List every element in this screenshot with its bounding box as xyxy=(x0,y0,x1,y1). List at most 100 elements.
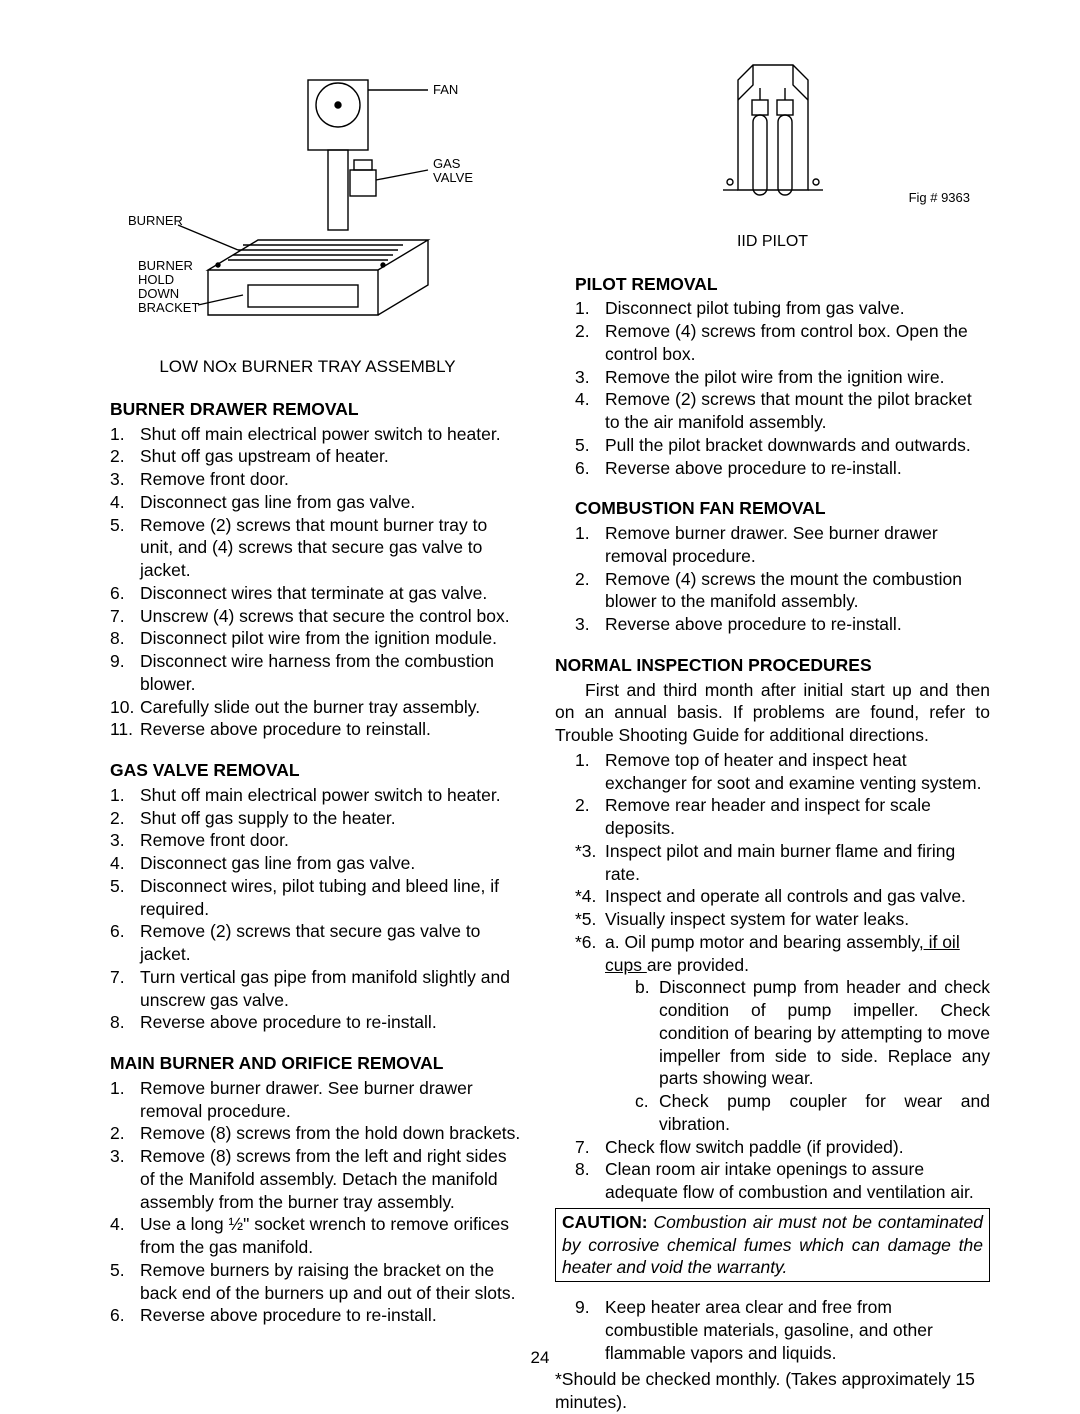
step-number: 2. xyxy=(575,568,590,591)
sub-item: b.Disconnect pump from header and check … xyxy=(635,976,990,1090)
step-text: Disconnect wire harness from the combust… xyxy=(140,651,494,694)
step-text: Unscrew (4) screws that secure the contr… xyxy=(140,606,510,626)
step-text: Reverse above procedure to re-install. xyxy=(140,1305,437,1325)
caution-box: CAUTION: Combustion air must not be cont… xyxy=(555,1208,990,1282)
step-text: Disconnect pilot tubing from gas valve. xyxy=(605,298,905,318)
list-item: 2. Shut off gas supply to the heater. xyxy=(110,807,525,830)
list-item: *3.Inspect pilot and main burner flame a… xyxy=(575,840,990,886)
step-number: 3. xyxy=(575,613,590,636)
step-text: Check flow switch paddle (if provided). xyxy=(605,1137,904,1157)
list-item: 4.Disconnect gas line from gas valve. xyxy=(110,852,525,875)
right-column: Fig # 9363 IID PILOT PILOT REMOVAL 1.Dis… xyxy=(555,60,990,1414)
step-number: 3. xyxy=(575,366,590,389)
step-number: 8. xyxy=(110,1011,125,1034)
step-number: 2. xyxy=(575,320,590,343)
list-item: 5.Remove burners by raising the bracket … xyxy=(110,1259,525,1305)
step-text: Remove (2) screws that mount the pilot b… xyxy=(605,389,972,432)
step-number: 4. xyxy=(110,1213,125,1236)
list-item: *5.Visually inspect system for water lea… xyxy=(575,908,990,931)
step-text: Reverse above procedure to re-install. xyxy=(605,614,902,634)
list-item: 1. Shut off main electrical power switch … xyxy=(110,784,525,807)
inspection-heading: NORMAL INSPECTION PROCEDURES xyxy=(555,654,990,677)
step-number: 9. xyxy=(575,1296,590,1319)
step-number: 1. xyxy=(575,749,590,772)
step-text: Remove top of heater and inspect heat ex… xyxy=(605,750,981,793)
list-item: 8.Disconnect pilot wire from the ignitio… xyxy=(110,627,525,650)
step-text: Shut off gas supply to the heater. xyxy=(140,808,396,828)
step-text: Disconnect pilot wire from the ignition … xyxy=(140,628,497,648)
list-item: 1. Remove top of heater and inspect heat … xyxy=(575,749,990,795)
step-number: 6. xyxy=(110,920,125,943)
list-item: 1.Shut off main electrical power switch … xyxy=(110,423,525,446)
step-number: 7. xyxy=(575,1136,590,1159)
burner-tray-figure: FAN GAS VALVE BURNER BURNER HOLD DOWN BR… xyxy=(90,60,525,378)
inspection-steps-mid: 7. Check flow switch paddle (if provided)… xyxy=(555,1136,990,1204)
step-text: Shut off gas upstream of heater. xyxy=(140,446,389,466)
step-number: 1. xyxy=(110,784,125,807)
list-item: 2.Remove (8) screws from the hold down b… xyxy=(110,1122,525,1145)
list-item: 8. Reverse above procedure to re-install. xyxy=(110,1011,525,1034)
step-number: 2. xyxy=(110,445,125,468)
list-item: 4. Remove (2) screws that mount the pilot… xyxy=(575,388,990,434)
step-number: 3. xyxy=(110,1145,125,1168)
step-number: 5. xyxy=(110,514,125,537)
pilot-caption: IID PILOT xyxy=(555,232,990,253)
burner-label: BURNER xyxy=(128,213,183,228)
step-text: Remove burner drawer. See burner drawer … xyxy=(140,1078,473,1121)
list-item: 2.Remove (4) screws from control box. Op… xyxy=(575,320,990,366)
list-item: 10.Carefully slide out the burner tray a… xyxy=(110,696,525,719)
step-number: 2. xyxy=(110,807,125,830)
step-text: Disconnect gas line from gas valve. xyxy=(140,492,415,512)
burner-drawer-heading: BURNER DRAWER REMOVAL xyxy=(90,398,525,421)
step6-num: *6. xyxy=(575,931,596,954)
step-number: 1. xyxy=(110,1077,125,1100)
list-item: 3. Remove (8) screws from the left and ri… xyxy=(110,1145,525,1213)
list-item: 3. Reverse above procedure to re-install. xyxy=(575,613,990,636)
step-text: Remove (8) screws from the left and righ… xyxy=(140,1146,507,1212)
list-item: 4.Disconnect gas line from gas valve. xyxy=(110,491,525,514)
sub-text: Disconnect pump from header and check co… xyxy=(659,977,990,1088)
list-item: 11.Reverse above procedure to reinstall. xyxy=(110,718,525,741)
step-text: Shut off main electrical power switch to… xyxy=(140,424,501,444)
step-number: 6. xyxy=(110,582,125,605)
step-number: 3. xyxy=(110,829,125,852)
sub-item: c.Check pump coupler for wear and vibrat… xyxy=(635,1090,990,1136)
step-text: Reverse above procedure to re-install. xyxy=(140,1012,437,1032)
left-column: FAN GAS VALVE BURNER BURNER HOLD DOWN BR… xyxy=(90,60,525,1414)
sub-letter: c. xyxy=(635,1090,649,1113)
step-number: 3. xyxy=(110,468,125,491)
step-number: 5. xyxy=(110,1259,125,1282)
list-item: 7.Unscrew (4) screws that secure the con… xyxy=(110,605,525,628)
list-item: 8.Clean room air intake openings to assu… xyxy=(575,1158,990,1204)
step-number: 2. xyxy=(575,794,590,817)
inspection-intro: First and third month after initial star… xyxy=(555,679,990,747)
step-number: 6. xyxy=(110,1304,125,1327)
step-text: Remove the pilot wire from the ignition … xyxy=(605,367,944,387)
step-text: Shut off main electrical power switch to… xyxy=(140,785,501,805)
list-item: 6. Reverse above procedure to re-install. xyxy=(110,1304,525,1327)
step-number: 1. xyxy=(575,297,590,320)
step-number: *4. xyxy=(575,885,596,908)
step-number: 4. xyxy=(575,388,590,411)
burner-tray-caption: LOW NOx BURNER TRAY ASSEMBLY xyxy=(90,356,525,378)
step-number: 7. xyxy=(110,966,125,989)
list-item: 1. Remove burner drawer. See burner drawe… xyxy=(110,1077,525,1123)
bracket-label-2: HOLD xyxy=(138,272,174,287)
step-number: *5. xyxy=(575,908,596,931)
step-text: Pull the pilot bracket downwards and out… xyxy=(605,435,971,455)
step-number: 4. xyxy=(110,852,125,875)
caution-lead: CAUTION: xyxy=(562,1212,648,1232)
pilot-fig-number: Fig # 9363 xyxy=(909,190,970,207)
inspection-steps-pre: 1. Remove top of heater and inspect heat … xyxy=(555,749,990,931)
fan-label: FAN xyxy=(433,82,458,97)
bracket-label-3: DOWN xyxy=(138,286,179,301)
step-number: 8. xyxy=(575,1158,590,1181)
pilot-removal-steps: 1. Disconnect pilot tubing from gas valve… xyxy=(555,297,990,479)
list-item: 1.Remove burner drawer. See burner drawe… xyxy=(575,522,990,568)
gas-valve-steps: 1. Shut off main electrical power switch … xyxy=(90,784,525,1034)
gas-valve-heading: GAS VALVE REMOVAL xyxy=(90,759,525,782)
step6a-pre: a. Oil pump motor and bearing assembly xyxy=(605,932,919,952)
list-item: *4. Inspect and operate all controls and … xyxy=(575,885,990,908)
step-text: Remove front door. xyxy=(140,830,289,850)
step-text: Inspect and operate all controls and gas… xyxy=(605,886,966,906)
